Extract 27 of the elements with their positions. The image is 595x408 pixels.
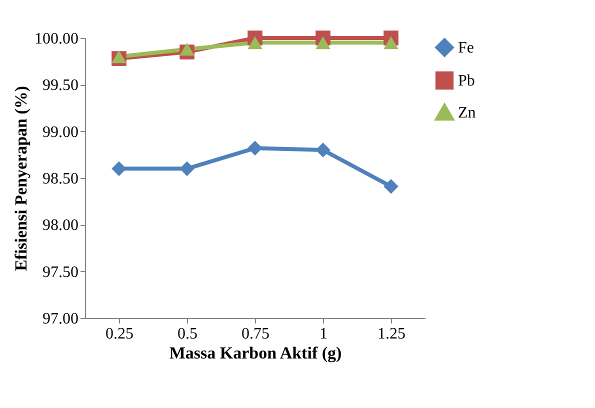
- y-tick-label: 97.00: [42, 310, 78, 328]
- x-axis-title: Massa Karbon Aktif (g): [169, 344, 342, 362]
- x-tick-label: 1.25: [378, 326, 406, 342]
- y-tick-label: 99.50: [42, 77, 78, 94]
- y-tick-label: 98.00: [42, 217, 78, 234]
- x-tick-label: 0.5: [178, 326, 198, 342]
- x-tick-label: 0.25: [106, 326, 134, 342]
- y-tick-label: 98.50: [42, 170, 78, 188]
- legend-label: Fe: [458, 40, 474, 56]
- y-tick-label: 99.00: [42, 124, 78, 141]
- point: [180, 42, 194, 56]
- y-tick-label: 97.50: [42, 264, 78, 281]
- x-tick-label: 0.75: [242, 326, 270, 342]
- point: [112, 50, 126, 64]
- point: [180, 161, 194, 176]
- legend-label: Pb: [458, 72, 475, 90]
- point: [384, 178, 398, 194]
- y-tick-label: 100.00: [34, 30, 78, 48]
- point: [248, 36, 262, 50]
- point: [316, 142, 330, 158]
- x-tick-label: 1: [320, 326, 328, 342]
- y-axis-title: Efisiensi Penyerapan (%): [12, 86, 30, 272]
- point: [248, 140, 262, 156]
- point: [384, 36, 398, 50]
- point: [316, 36, 330, 50]
- point: [112, 161, 126, 176]
- legend-label: Zn: [458, 104, 476, 122]
